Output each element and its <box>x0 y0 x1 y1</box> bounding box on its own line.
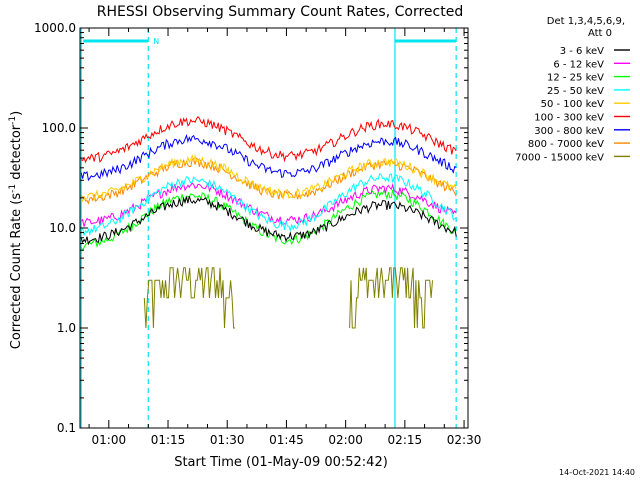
legend-label: 800 - 7000 keV <box>528 139 604 150</box>
y-tick-label: 1000.0 <box>34 21 76 35</box>
axes: 0.1 1.0 10.0 100.0 1000.0 01:00 01:15 01:30 01:4… <box>34 21 481 447</box>
legend-label: 300 - 800 keV <box>534 126 604 137</box>
plot-area <box>80 28 468 428</box>
chart-title: RHESSI Observing Summary Count Rates, Co… <box>97 4 463 20</box>
legend-label: 12 - 25 keV <box>547 73 604 84</box>
y-axis-label-mid: detector <box>9 124 24 184</box>
legend-label: 25 - 50 keV <box>547 86 604 97</box>
x-tick-label: 02:00 <box>328 433 363 447</box>
series-line <box>80 195 457 246</box>
time-markers: N <box>80 28 457 428</box>
series-layer <box>80 116 457 329</box>
x-tick-label: 01:30 <box>210 433 245 447</box>
x-tick-label: 02:30 <box>447 433 482 447</box>
series-line <box>80 133 457 182</box>
legend: Det 1,3,4,5,6,9,Att 0 3 - 6 keV 6 - 12 keV… <box>515 16 630 163</box>
series-line <box>80 116 457 164</box>
legend-label: 6 - 12 keV <box>553 59 604 70</box>
y-tick-label: 100.0 <box>42 121 76 135</box>
plot-background <box>80 28 468 428</box>
x-tick-label: 02:15 <box>388 433 423 447</box>
footer-timestamp: 14-Oct-2021 14:40 <box>559 468 635 477</box>
series-line <box>81 172 457 237</box>
y-axis-label-end: ) <box>9 111 24 116</box>
y-tick-label: 10.0 <box>49 221 76 235</box>
y-tick-label: 0.1 <box>57 421 76 435</box>
legend-attenuator: Att 0 <box>588 28 612 39</box>
x-tick-label: 01:45 <box>269 433 304 447</box>
legend-label: 50 - 100 keV <box>541 99 605 110</box>
series-line <box>143 267 433 329</box>
legend-header: Det 1,3,4,5,6,9, <box>547 16 625 27</box>
x-tick-label: 01:15 <box>151 433 186 447</box>
legend-label: 100 - 300 keV <box>534 113 604 124</box>
legend-label: 3 - 6 keV <box>560 46 604 57</box>
series-line <box>80 153 457 203</box>
y-axis-label-main: Corrected Count Rate (s <box>9 193 24 350</box>
series-line <box>80 188 457 252</box>
y-tick-label: 1.0 <box>57 321 76 335</box>
saa-flag-label: N <box>153 37 159 46</box>
x-axis-label: Start Time (01-May-09 00:52:42) <box>174 455 388 470</box>
x-tick-label: 01:00 <box>92 433 127 447</box>
y-axis-label-sup2: -1 <box>8 116 18 125</box>
legend-label: 7000 - 15000 keV <box>515 152 604 163</box>
y-axis-label-sup1: -1 <box>8 184 18 193</box>
y-axis-label: Corrected Count Rate (s-1 detector-1) <box>8 111 24 349</box>
